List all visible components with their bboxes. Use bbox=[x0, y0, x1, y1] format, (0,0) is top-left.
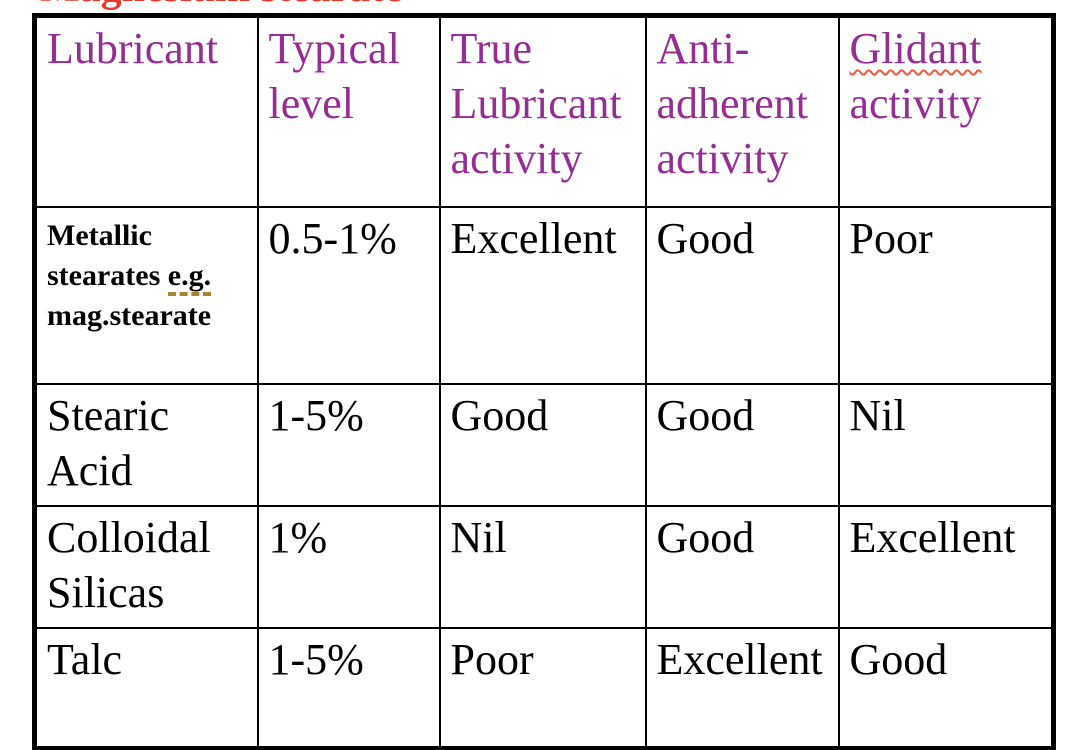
clipped-red-title-text: Magnesium stearate bbox=[40, 0, 640, 9]
header-glidant-activity: Glidant activity bbox=[837, 14, 1055, 208]
cell-typical-level: 1-5% bbox=[256, 626, 441, 750]
lubricant-name-part: Metallic stearates bbox=[47, 218, 168, 292]
header-glidant-word: Glidant bbox=[849, 24, 982, 73]
header-true-lubricant-activity: True Lubricant activity bbox=[438, 14, 647, 208]
cell-typical-level: 1% bbox=[256, 504, 441, 629]
cell-anti-adherent-activity: Good bbox=[644, 504, 840, 629]
table-row-talc: Talc 1-5% Poor Excellent Good bbox=[33, 626, 1055, 750]
cell-typical-level: 1-5% bbox=[256, 382, 441, 507]
table-row-stearic-acid: Stearic Acid 1-5% Good Good Nil bbox=[33, 382, 1055, 507]
header-lubricant: Lubricant bbox=[33, 14, 259, 208]
header-activity-word: activity bbox=[849, 79, 982, 128]
cell-lubricant-name: Talc bbox=[33, 626, 259, 750]
lubricant-name-part: mag.stearate bbox=[47, 298, 212, 332]
cell-lubricant-name: Colloidal Silicas bbox=[33, 504, 259, 629]
table-header-row: Lubricant Typical level True Lubricant a… bbox=[33, 14, 1055, 208]
clipped-red-title: Magnesium stearate bbox=[40, 0, 640, 11]
cell-true-lubricant-activity: Good bbox=[438, 382, 647, 507]
table-row-metallic-stearates: Metallic stearates e.g. mag.stearate 0.5… bbox=[33, 205, 1055, 385]
cell-anti-adherent-activity: Excellent bbox=[644, 626, 840, 750]
cell-glidant-activity: Nil bbox=[837, 382, 1055, 507]
lubricants-table: Lubricant Typical level True Lubricant a… bbox=[32, 13, 1056, 750]
cell-anti-adherent-activity: Good bbox=[644, 205, 840, 385]
cell-lubricant-name: Metallic stearates e.g. mag.stearate bbox=[33, 205, 259, 385]
header-anti-adherent-activity: Anti-adherent activity bbox=[644, 14, 840, 208]
cell-true-lubricant-activity: Poor bbox=[438, 626, 647, 750]
cell-glidant-activity: Good bbox=[837, 626, 1055, 750]
cell-glidant-activity: Excellent bbox=[837, 504, 1055, 629]
table-row-colloidal-silicas: Colloidal Silicas 1% Nil Good Excellent bbox=[33, 504, 1055, 629]
eg-abbreviation: e.g. bbox=[167, 258, 212, 296]
cell-true-lubricant-activity: Excellent bbox=[438, 205, 647, 385]
cell-true-lubricant-activity: Nil bbox=[438, 504, 647, 629]
cell-lubricant-name: Stearic Acid bbox=[33, 382, 259, 507]
cell-typical-level: 0.5-1% bbox=[256, 205, 441, 385]
cell-glidant-activity: Poor bbox=[837, 205, 1055, 385]
cell-anti-adherent-activity: Good bbox=[644, 382, 840, 507]
header-typical-level: Typical level bbox=[256, 14, 441, 208]
